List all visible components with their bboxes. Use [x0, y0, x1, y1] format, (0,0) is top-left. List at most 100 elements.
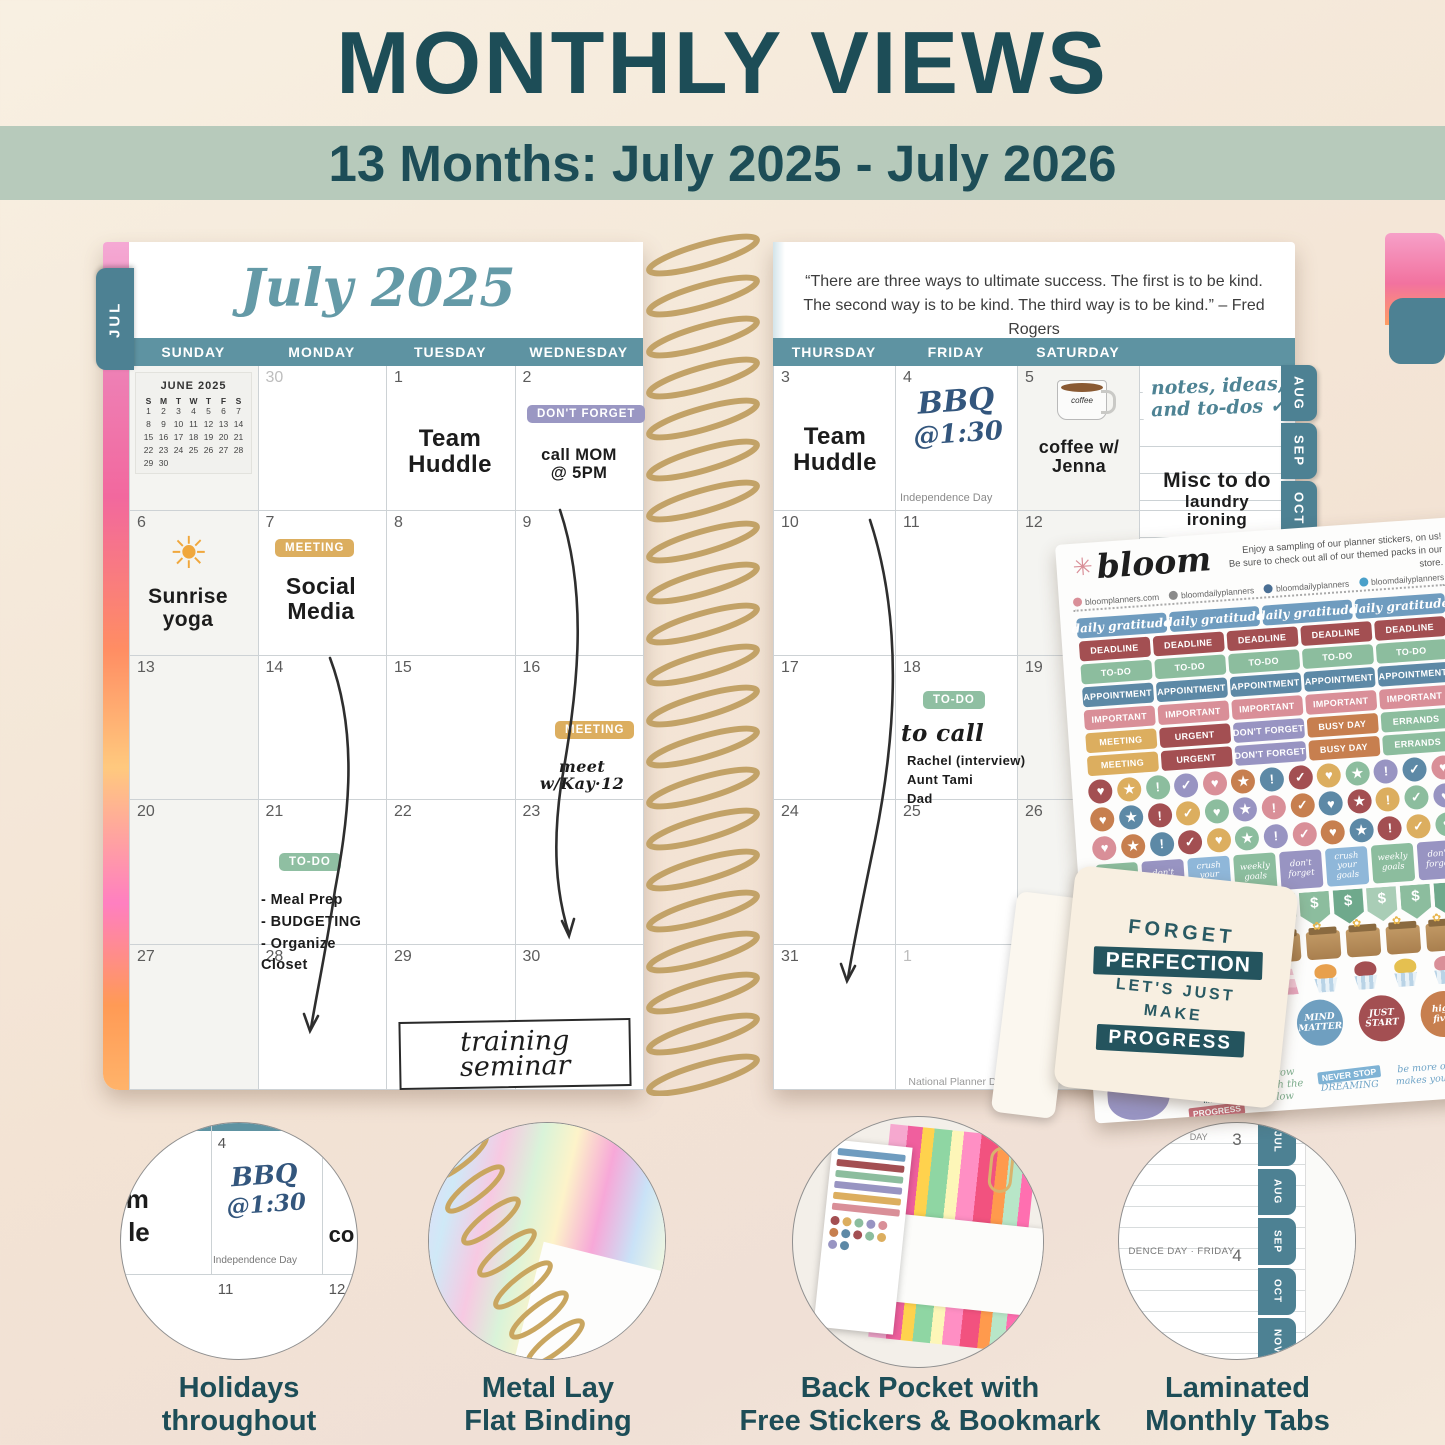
month-tab[interactable]: SEP: [1258, 1218, 1297, 1266]
day-cell: 14: [258, 655, 387, 801]
label-sticker: daily gratitude: [1071, 612, 1171, 639]
mini-dow: T: [175, 396, 182, 406]
weekday-label: WEDNESDAY: [529, 344, 629, 360]
label-sticker: TO-DO: [1153, 654, 1226, 680]
dot-sticker: !: [1146, 802, 1173, 829]
day-cell: 25: [896, 800, 1018, 946]
mini-day: 26: [203, 445, 214, 455]
handwriting-team-huddle: Team Huddle: [408, 425, 492, 478]
label-sticker: DON'T FORGET: [1232, 718, 1305, 743]
day-number: 12: [328, 1281, 346, 1299]
handwriting-to-call: to call: [901, 720, 985, 747]
day-number: 8: [394, 513, 403, 531]
dot-sticker: ♥: [1320, 819, 1346, 846]
holiday-label: National Planner Day: [908, 1076, 1008, 1088]
weekday-label: THURSDAY: [791, 344, 877, 360]
label-sticker: daily gratitude: [1257, 599, 1357, 626]
handwriting-bbq: BBQ @1:30: [912, 381, 1005, 453]
planner-left-page: July 2025 SUNDAY MONDAY TUESDAY WEDNESDA…: [96, 242, 646, 1091]
todo-sticker: TO-DO: [279, 852, 341, 871]
dot-sticker: !: [1377, 815, 1403, 842]
label-sticker: DEADLINE: [1299, 621, 1372, 647]
label-sticker: IMPORTANT: [1304, 689, 1377, 715]
dot-sticker: ♥: [1205, 827, 1232, 854]
mini-dow: M: [159, 396, 168, 406]
month-title: July 2025: [240, 258, 516, 319]
handwriting-sunrise-yoga: Sunrise yoga: [148, 585, 228, 631]
weekday-label: MONDAY: [288, 344, 356, 360]
tab-sep[interactable]: SEP: [1281, 423, 1317, 479]
mini-day: 4: [191, 406, 196, 416]
dont-forget-sticker: DON'T FORGET: [527, 404, 646, 423]
grid-line: [121, 1274, 357, 1276]
weekday-label: SATURDAY: [1036, 344, 1120, 360]
day-number: 4: [1232, 1245, 1242, 1265]
grocery-bag-sticker: [1385, 924, 1422, 955]
label-sticker: daily gratitude: [1350, 592, 1445, 620]
dot-sticker: ✓: [1175, 800, 1202, 827]
day-number: 3: [1232, 1130, 1242, 1150]
label-sticker: DEADLINE: [1152, 631, 1225, 657]
dot-sticker: ♥: [1430, 754, 1445, 781]
weekday-header-right: THURSDAY FRIDAY SATURDAY: [773, 338, 1295, 366]
mini-day: 16: [158, 432, 169, 442]
tab-aug[interactable]: AUG: [1281, 365, 1317, 421]
mini-day: 8: [146, 419, 151, 429]
label-sticker: BUSY DAY: [1306, 712, 1379, 738]
holiday-label: Independence Day: [900, 492, 993, 504]
dot-sticker: ♥: [1091, 835, 1118, 862]
dot-sticker: !: [1375, 786, 1401, 813]
mini-day: 17: [173, 432, 184, 442]
dot-sticker: ♥: [1202, 770, 1228, 796]
dot-sticker: ✓: [1401, 756, 1428, 783]
day-cell: 8: [387, 510, 516, 656]
day-cell: 15: [387, 655, 516, 801]
mini-day: 18: [188, 432, 199, 442]
tab-jul[interactable]: JUL: [96, 268, 134, 370]
mini-day: 11: [189, 419, 198, 429]
month-tab[interactable]: AUG: [1258, 1168, 1297, 1216]
mini-dow: S: [235, 396, 242, 406]
day-number: 29: [394, 948, 412, 966]
day-number: 2: [522, 369, 532, 386]
weekday-label: SUNDAY: [161, 344, 226, 360]
feature-photo-holidays: 4 BBQ @1:30 Independence Day 11 12 m le …: [120, 1122, 358, 1360]
dot-sticker: ✓: [1173, 772, 1200, 798]
month-tab[interactable]: NOV: [1258, 1317, 1297, 1359]
feature-label-holidays: Holidays throughout: [161, 1372, 317, 1438]
day-number: 4: [903, 369, 912, 386]
mini-dot-stickers: [827, 1215, 899, 1256]
planner-cover-tab-corner: [1389, 298, 1445, 364]
mini-day: 1: [146, 406, 151, 416]
month-tab[interactable]: JUL: [1258, 1123, 1297, 1166]
day-number: 6: [137, 513, 146, 531]
dot-sticker: ★: [1116, 776, 1143, 802]
day-number: 26: [1025, 803, 1043, 821]
label-sticker: IMPORTANT: [1378, 684, 1445, 710]
dot-sticker: ★: [1348, 817, 1375, 844]
mini-day: 30: [158, 458, 169, 468]
day-cell: 6: [130, 510, 259, 656]
feature-photo-back-pocket: [792, 1116, 1044, 1368]
handwriting-coffee-jenna: coffee w/ Jenna: [1038, 437, 1120, 477]
label-stickers: daily gratitude daily gratitude daily grat…: [1071, 591, 1445, 778]
watercolor-edge: [103, 242, 129, 1090]
handwriting-meal-list: - Meal Prep - BUDGETING - Organize Close…: [261, 892, 362, 974]
quote: “There are three ways to ultimate succes…: [803, 273, 1265, 338]
day-number: 21: [265, 803, 284, 821]
text-fragment: DENCE DAY · FRIDAY: [1128, 1245, 1235, 1257]
month-tab[interactable]: OCT: [1258, 1268, 1297, 1315]
dot-sticker: !: [1263, 823, 1289, 850]
round-sticker: MIND MATTER: [1295, 998, 1345, 1048]
day-cell: 3: [774, 366, 896, 511]
cake-sticker: [1428, 955, 1445, 985]
day-cell: 7: [258, 510, 387, 656]
feature-photo-monthly-tabs: DAY 3 DENCE DAY · FRIDAY 4 JUL AUG SEP OCT N…: [1118, 1122, 1356, 1360]
label-sticker: APPOINTMENT: [1155, 677, 1228, 703]
handwriting-bbq: BBQ @1:30: [225, 1158, 307, 1221]
day-number: 24: [781, 803, 799, 821]
day-number: 1: [394, 369, 403, 386]
label-sticker: TO-DO: [1375, 638, 1445, 664]
meeting-sticker: MEETING: [275, 538, 355, 557]
